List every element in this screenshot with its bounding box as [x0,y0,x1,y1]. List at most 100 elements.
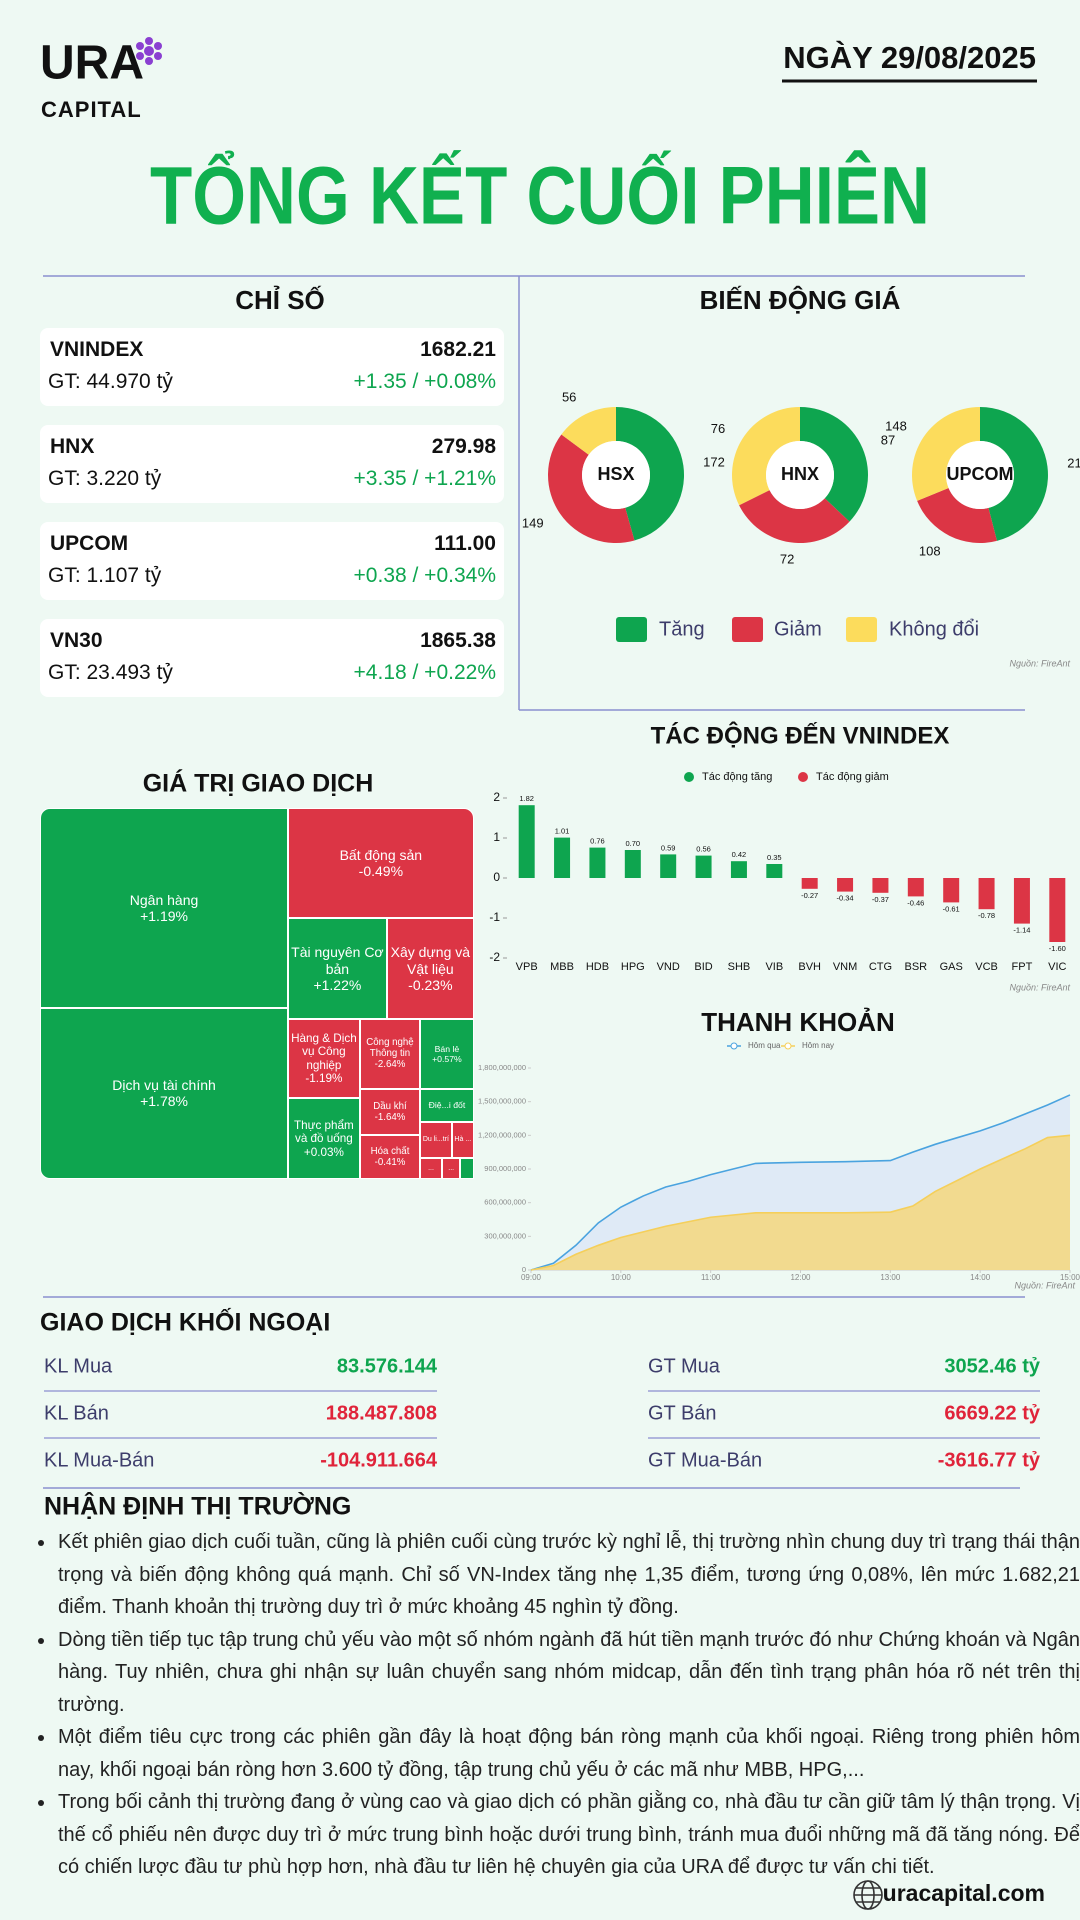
pie-slice [917,487,997,543]
treemap-cell: Công nghệ Thông tin -2.64% [360,1018,420,1089]
slice-label: 87 [881,432,895,447]
index-turnover: GT: 1.107 tỷ [48,564,162,587]
section-title: CHỈ SỐ [235,285,325,315]
bar [1049,878,1066,942]
trade-value: -3616.77 tỷ [938,1449,1041,1471]
value-label: 0.59 [661,843,676,852]
x-tick-label: 10:00 [611,1273,632,1282]
bar [589,847,606,878]
treemap-cell: Hàng & Dịch vụ Công nghiệp -1.19% [287,1018,360,1099]
section-title: GIAO DỊCH KHỐI NGOẠI [40,1307,330,1337]
x-tick-label: VIC [1048,961,1066,973]
y-tick-label: 600,000,000 [484,1198,526,1207]
source: Nguồn: FireAnt [1009,658,1070,668]
treemap-cell: Thực phẩm và đồ uống +0.03% [287,1098,360,1180]
chart-title: TÁC ĐỘNG ĐẾN VNINDEX [651,721,950,749]
legend-dot [798,772,808,782]
bar [730,861,747,878]
cell-name: Hóa chất [370,1145,410,1157]
bar [943,878,960,903]
trade-value: -104.911.664 [320,1449,438,1471]
bar [766,864,783,878]
chart-title: THANH KHOẢN [701,1007,895,1037]
x-tick-label: FPT [1012,961,1033,973]
trade-label: KL Mua-Bán [44,1449,154,1471]
x-tick-label: MBB [550,961,574,973]
pie-slice [616,407,685,541]
trade-label: KL Mua [44,1355,113,1377]
website: uracapital.com [883,1880,1045,1906]
pie-hole [582,441,650,509]
series-line [530,1094,1071,1271]
bar [695,855,712,878]
bar [624,850,641,878]
x-tick-label: VND [657,961,680,973]
logo-icon [136,37,162,65]
slice-label: 76 [711,421,725,436]
bar [660,854,677,878]
bar [978,878,995,910]
slice-label: 149 [522,515,544,530]
y-tick-label: 2 [493,790,500,804]
trade-label: GT Mua [648,1355,721,1377]
legend-label: Hôm nay [802,1041,834,1050]
slice-label: 72 [780,552,794,567]
cell-change: -0.23% [408,976,453,993]
y-tick-label: 1,800,000,000 [478,1063,526,1072]
index-card: UPCOM 111.00 GT: 1.107 tỷ +0.38 / +0.34% [40,522,504,600]
cell-name: Ngân hàng [129,891,199,908]
index-value: 1865.38 [420,629,496,652]
source: Nguồn: FireAnt [1009,982,1070,992]
index-change: +4.18 / +0.22% [353,661,496,684]
legend-label: Giảm [774,618,822,640]
treemap-cell: Bán lẻ +0.57% [420,1018,474,1089]
legend-label: Tăng [659,618,705,640]
x-tick-label: CTG [869,961,892,973]
x-tick-label: 13:00 [880,1273,901,1282]
cell-name: Dịch vụ tài chính [112,1077,216,1094]
pie-slice [561,407,616,455]
legend-label: Tác động tăng [702,771,772,783]
cell-name: ... [428,1164,434,1172]
slice-label: 108 [919,543,941,558]
value-label: 0.42 [732,850,747,859]
index-value: 279.98 [431,435,496,458]
value-label: 1.82 [519,794,534,803]
cell-change: -1.64% [374,1111,406,1123]
index-value: 111.00 [434,532,496,555]
chart-title: GIÁ TRỊ GIAO DỊCH [143,769,374,798]
section-title: NHẬN ĐỊNH THỊ TRƯỜNG [44,1491,351,1521]
x-tick-label: 14:00 [970,1273,991,1282]
value-label: -1.14 [1013,926,1030,935]
treemap-cell: Bất động sản -0.49% [287,808,474,919]
index-change: +3.35 / +1.21% [353,467,496,490]
y-tick-label: 1 [493,830,500,844]
commentary-item: Một điểm tiêu cực trong các phiên gần đâ… [56,1721,1080,1786]
y-tick-label: 1,200,000,000 [478,1130,526,1139]
source: Nguồn: FireAnt [1014,1280,1075,1290]
bar [518,805,535,878]
cell-change: +0.57% [432,1053,462,1064]
cell-name: Xây dựng và Vật liệu [390,944,471,977]
cell-change: -1.19% [305,1072,343,1086]
value-label: 0.76 [590,837,605,846]
index-turnover: GT: 44.970 tỷ [48,370,173,393]
treemap-cell: Điệ...i đốt [420,1088,474,1122]
index-name: VNINDEX [50,338,144,361]
trade-value: 3052.46 tỷ [944,1355,1041,1377]
chart-title: BIẾN ĐỘNG GIÁ [700,285,901,315]
cell-name: Bất động sản [339,847,423,864]
x-tick-label: 09:00 [521,1273,542,1282]
cell-name: Công nghệ Thông tin [366,1036,414,1060]
legend-dot [684,772,694,782]
y-tick-label: 0 [522,1265,526,1274]
slice-label: 172 [703,455,725,470]
value-label: -0.46 [907,898,924,907]
cell-name: ... [448,1164,455,1172]
cell-name: Thực phẩm và đồ uống [293,1118,354,1146]
x-tick-label: 12:00 [790,1273,811,1282]
commentary-item: Trong bối cảnh thị trường đang ở vùng ca… [56,1786,1080,1884]
treemap-cell: ... [442,1158,461,1180]
